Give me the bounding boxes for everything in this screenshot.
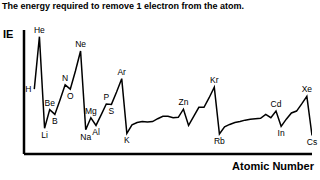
svg-text:Ne: Ne <box>75 39 86 49</box>
svg-text:Al: Al <box>92 127 100 137</box>
html-text:Atomic Number: Atomic Number <box>232 160 314 172</box>
svg-text:N: N <box>62 73 68 83</box>
svg-text:Zn: Zn <box>178 97 188 107</box>
svg-text:Li: Li <box>41 130 48 140</box>
svg-text:Xe: Xe <box>302 84 312 94</box>
svg-text:O: O <box>67 91 74 101</box>
svg-text:Cs: Cs <box>307 137 312 147</box>
svg-text:B: B <box>52 116 58 126</box>
html-text:The energy required to remove: The energy required to remove 1 electron… <box>2 1 245 11</box>
svg-text:Na: Na <box>80 132 91 142</box>
svg-text:Kr: Kr <box>210 75 219 85</box>
svg-text:Cd: Cd <box>271 99 282 109</box>
svg-text:Mg: Mg <box>85 106 97 116</box>
svg-text:He: He <box>34 25 45 35</box>
svg-text:Rb: Rb <box>214 136 225 146</box>
svg-text:In: In <box>278 128 285 138</box>
svg-text:Be: Be <box>45 98 56 108</box>
html-text:IE: IE <box>3 28 14 40</box>
svg-text:H: H <box>25 84 31 94</box>
svg-text:Ar: Ar <box>117 67 126 77</box>
svg-text:P: P <box>103 92 109 102</box>
svg-text:S: S <box>109 106 115 116</box>
svg-text:K: K <box>124 135 130 145</box>
